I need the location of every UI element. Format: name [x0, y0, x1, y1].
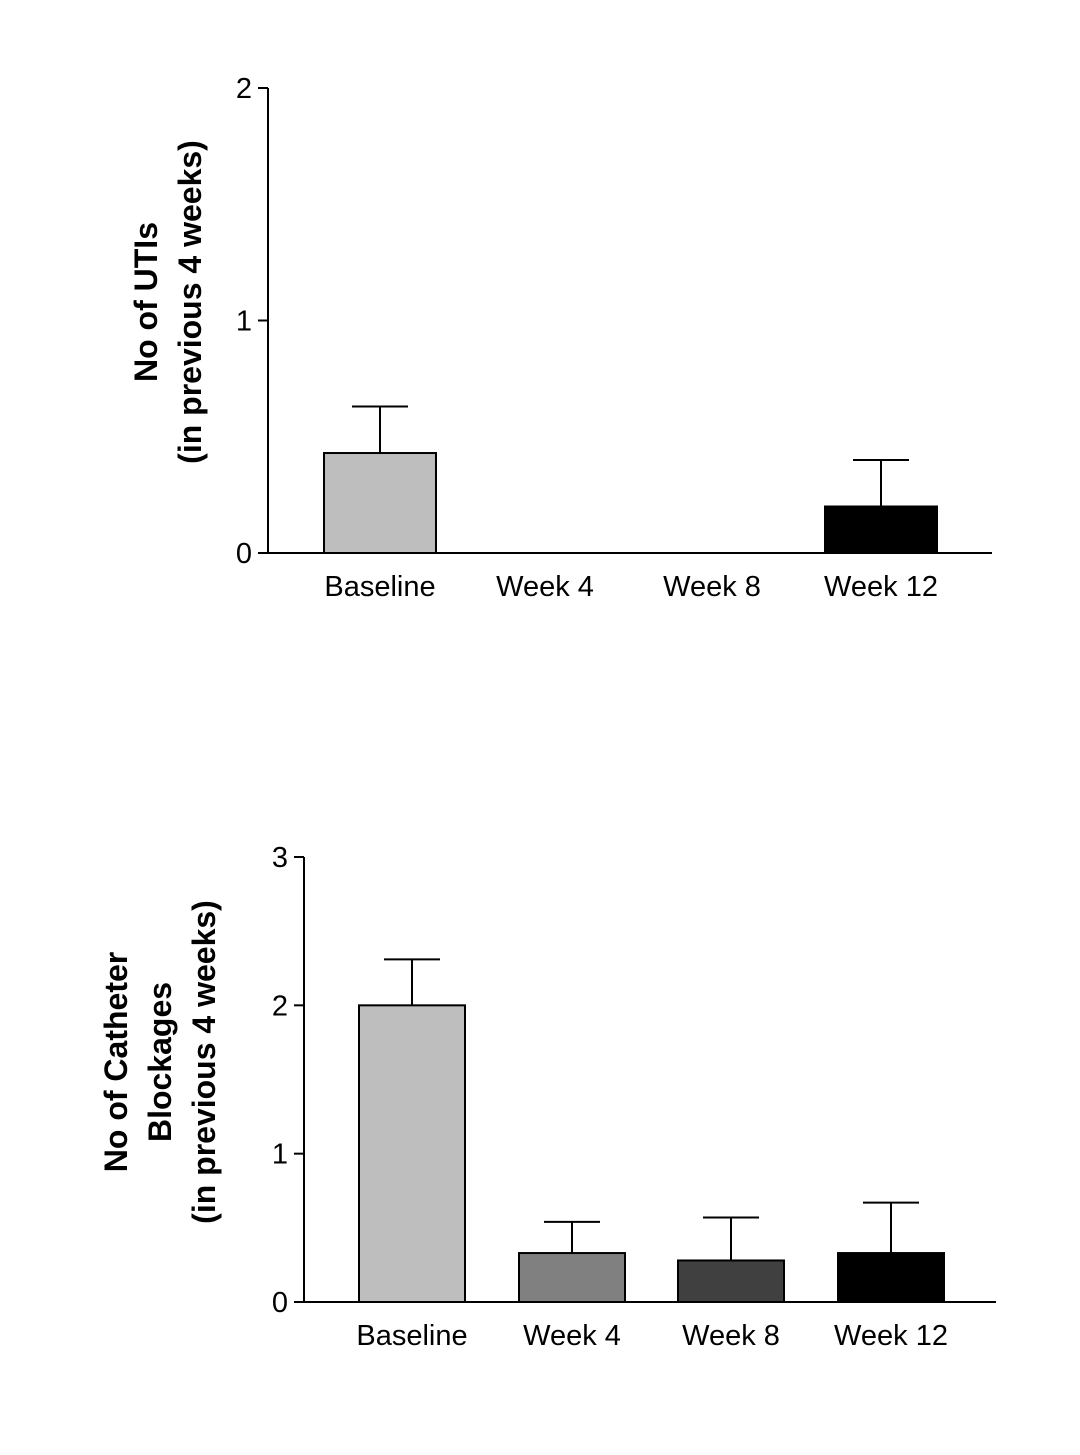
x-category-label: Week 12	[834, 1320, 948, 1352]
bar-baseline	[358, 1004, 466, 1303]
x-category-label: Baseline	[356, 1320, 467, 1352]
y-axis-title: No of UTIs (in previous 4 weeks)	[128, 140, 208, 464]
bar-week-4	[518, 1252, 626, 1304]
y-axis-title-line: (in previous 4 weeks)	[172, 140, 208, 464]
catheter-blockage-chart: 0 1 2 3 Baseline Week 4 Week 8 Week 12 No of Cat…	[98, 842, 996, 1352]
y-tick-label: 1	[236, 306, 252, 338]
x-category-label: Week 8	[663, 571, 761, 603]
x-category-label: Week 4	[496, 571, 594, 603]
bar-baseline	[323, 452, 437, 554]
x-category-label: Week 12	[824, 571, 938, 603]
y-axis-title-line: Blockages	[142, 982, 178, 1142]
y-axis-title: No of Catheter Blockages (in previous 4 we…	[98, 900, 222, 1224]
y-axis-title-line: (in previous 4 weeks)	[186, 900, 222, 1224]
y-axis-title-line: No of Catheter	[98, 952, 134, 1172]
bar-week-12	[824, 505, 938, 554]
x-category-label: Baseline	[324, 571, 435, 603]
y-tick-label: 0	[272, 1287, 288, 1319]
x-category-label: Week 8	[682, 1320, 780, 1352]
y-tick-label: 0	[236, 538, 252, 570]
y-axis-title-line: No of UTIs	[128, 222, 164, 382]
y-tick-label: 2	[272, 990, 288, 1022]
y-tick-label: 3	[272, 842, 288, 874]
x-category-label: Week 4	[523, 1320, 621, 1352]
y-tick-label: 2	[236, 73, 252, 105]
uti-chart: 0 1 2 Baseline Week 4 Week 8 Week 12 No of UTIs…	[128, 73, 992, 603]
bar-week-12	[837, 1252, 945, 1304]
bar-week-8	[677, 1259, 785, 1304]
y-tick-label: 1	[272, 1139, 288, 1171]
